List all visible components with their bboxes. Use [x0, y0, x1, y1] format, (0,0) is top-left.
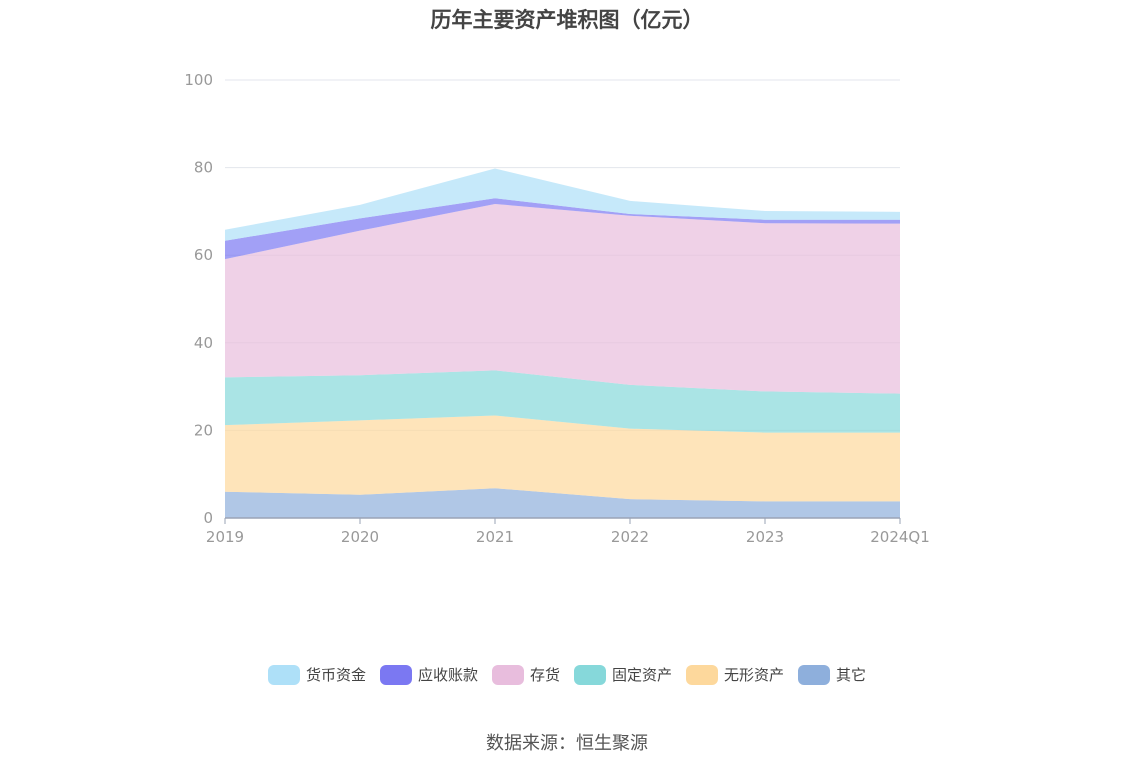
legend-swatch: [686, 664, 719, 685]
legend-swatch: [574, 664, 606, 685]
y-tick-label: 100: [184, 71, 213, 89]
area-series: [225, 168, 900, 518]
legend-swatch: [798, 664, 831, 685]
area-series-3: [225, 203, 900, 394]
chart-title: 历年主要资产堆积图（亿元）: [430, 8, 704, 32]
legend-swatch: [267, 664, 300, 685]
axes: 0 20 40 60 80 100 2019 2020 2021 2022 2023 2024Q1: [184, 71, 929, 546]
area-series-0: [225, 488, 900, 518]
y-tick-label: 40: [194, 334, 213, 352]
source-note: 数据来源：恒生聚源: [486, 733, 648, 754]
legend: 货币资金 应收账款 存货 固定资产 无形资产 其它: [0, 664, 1134, 685]
x-tick-label: 2019: [206, 528, 244, 546]
legend-item[interactable]: 其它: [798, 664, 866, 685]
area-series-2: [225, 370, 900, 433]
y-tick-label: 80: [194, 159, 213, 177]
legend-label: 固定资产: [612, 666, 673, 684]
legend-item[interactable]: 固定资产: [574, 664, 672, 685]
x-tick-label: 2020: [341, 528, 379, 546]
legend-label: 货币资金: [305, 666, 366, 684]
legend-label: 无形资产: [724, 666, 785, 684]
area-series-4: [225, 198, 900, 260]
y-tick-label: 20: [194, 421, 213, 439]
legend-swatch: [491, 664, 524, 685]
legend-item[interactable]: 货币资金: [267, 664, 366, 685]
legend-item[interactable]: 无形资产: [686, 664, 784, 685]
legend-label: 存货: [529, 666, 560, 684]
x-tick-label: 2024Q1: [870, 528, 930, 546]
legend-item[interactable]: 存货: [491, 664, 560, 685]
area-series-5: [225, 168, 900, 241]
legend-label: 应收账款: [417, 666, 478, 684]
area-series-1: [225, 415, 900, 502]
legend-swatch: [379, 664, 412, 685]
x-tick-label: 2021: [476, 528, 514, 546]
y-tick-label: 0: [203, 509, 213, 527]
x-tick-label: 2022: [611, 528, 649, 546]
legend-label: 其它: [836, 666, 867, 684]
x-tick-label: 2023: [746, 528, 784, 546]
legend-item[interactable]: 应收账款: [379, 664, 478, 685]
y-tick-label: 60: [194, 246, 213, 264]
